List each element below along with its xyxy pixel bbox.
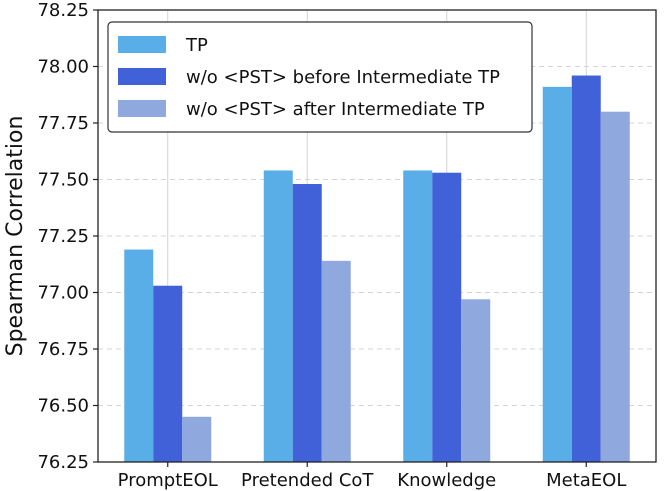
y-tick-label: 77.75 bbox=[37, 113, 89, 134]
bar bbox=[461, 299, 491, 462]
bar bbox=[571, 75, 601, 462]
bar bbox=[153, 285, 183, 462]
legend-label: TP bbox=[185, 35, 208, 56]
y-axis-title: Spearman Correlation bbox=[3, 116, 28, 357]
bar bbox=[600, 111, 630, 462]
bar bbox=[292, 184, 322, 462]
x-tick-label: PromptEOL bbox=[118, 470, 218, 491]
y-tick-label: 76.50 bbox=[37, 396, 89, 417]
bar bbox=[321, 260, 351, 462]
bar bbox=[182, 416, 212, 462]
y-tick-label: 77.00 bbox=[37, 283, 89, 304]
y-tick-label: 78.00 bbox=[37, 57, 89, 78]
y-axis: 76.25 76.50 76.75 77.00 77.25 77.50 77.75 78.00… bbox=[37, 0, 98, 473]
legend-label: w/o <PST> before Intermediate TP bbox=[186, 67, 500, 88]
legend-swatch bbox=[118, 68, 166, 85]
x-tick-label: Knowledge bbox=[397, 470, 496, 491]
legend-swatch bbox=[118, 100, 166, 117]
y-tick-label: 78.25 bbox=[37, 0, 89, 21]
legend-label: w/o <PST> after Intermediate TP bbox=[186, 99, 485, 120]
y-tick-label: 76.75 bbox=[37, 339, 89, 360]
y-tick-label: 76.25 bbox=[37, 452, 89, 473]
bars bbox=[124, 75, 630, 462]
y-tick-label: 77.25 bbox=[37, 226, 89, 247]
legend: TP w/o <PST> before Intermediate TP w/o <P… bbox=[107, 21, 533, 133]
bar bbox=[542, 86, 572, 462]
x-axis: PromptEOL Pretended CoT Knowledge MetaEOL bbox=[118, 462, 626, 491]
x-tick-label: Pretended CoT bbox=[241, 470, 374, 491]
x-tick-label: MetaEOL bbox=[546, 470, 626, 491]
bar bbox=[263, 170, 293, 462]
y-tick-label: 77.50 bbox=[37, 170, 89, 191]
bar bbox=[403, 170, 433, 462]
bar bbox=[124, 249, 154, 462]
bar bbox=[432, 172, 462, 462]
legend-box bbox=[107, 21, 533, 133]
legend-swatch bbox=[118, 36, 166, 53]
